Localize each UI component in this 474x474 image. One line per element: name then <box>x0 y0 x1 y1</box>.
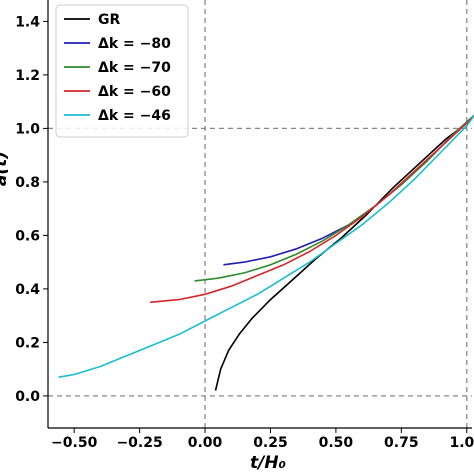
series-line-3 <box>150 114 474 304</box>
legend-label: GR <box>98 12 120 28</box>
series-line-0 <box>214 114 474 391</box>
series-line-4 <box>58 114 474 378</box>
x-tick-label: 0.25 <box>253 435 288 451</box>
series-lines <box>58 114 474 391</box>
legend: GR Δk = −80 Δk = −70 Δk = −60 Δk = −46 <box>55 4 189 138</box>
x-tick-label: 0.50 <box>319 435 354 451</box>
y-tick-label: 0.8 <box>15 175 40 191</box>
y-tick-label: 0.6 <box>15 228 40 244</box>
y-tick-label: 1.2 <box>15 68 40 84</box>
x-tick-label: 0.75 <box>384 435 419 451</box>
y-tick-label: 0.0 <box>15 389 40 405</box>
y-tick-label: 1.0 <box>15 121 40 137</box>
x-axis-ticks: −0.50 −0.25 0.00 0.25 0.50 0.75 1.00 <box>51 428 474 451</box>
legend-box <box>55 4 189 138</box>
y-tick-label: 0.4 <box>15 282 40 298</box>
y-axis-label: a(t) <box>0 151 11 186</box>
x-tick-label: 0.00 <box>188 435 223 451</box>
y-axis-ticks: 0.0 0.2 0.4 0.6 0.8 1.0 1.2 1.4 <box>15 14 48 405</box>
x-tick-label: 1.00 <box>449 435 474 451</box>
x-tick-label: −0.50 <box>51 435 98 451</box>
reference-lines <box>48 0 472 428</box>
legend-label: Δk = −60 <box>98 84 171 100</box>
y-tick-label: 1.4 <box>15 14 40 30</box>
legend-label: Δk = −46 <box>98 108 171 124</box>
y-tick-label: 0.2 <box>15 335 40 351</box>
x-axis-label: t/H₀ <box>250 453 287 473</box>
legend-label: Δk = −70 <box>98 60 171 76</box>
x-tick-label: −0.25 <box>116 435 162 451</box>
legend-label: Δk = −80 <box>98 36 171 52</box>
